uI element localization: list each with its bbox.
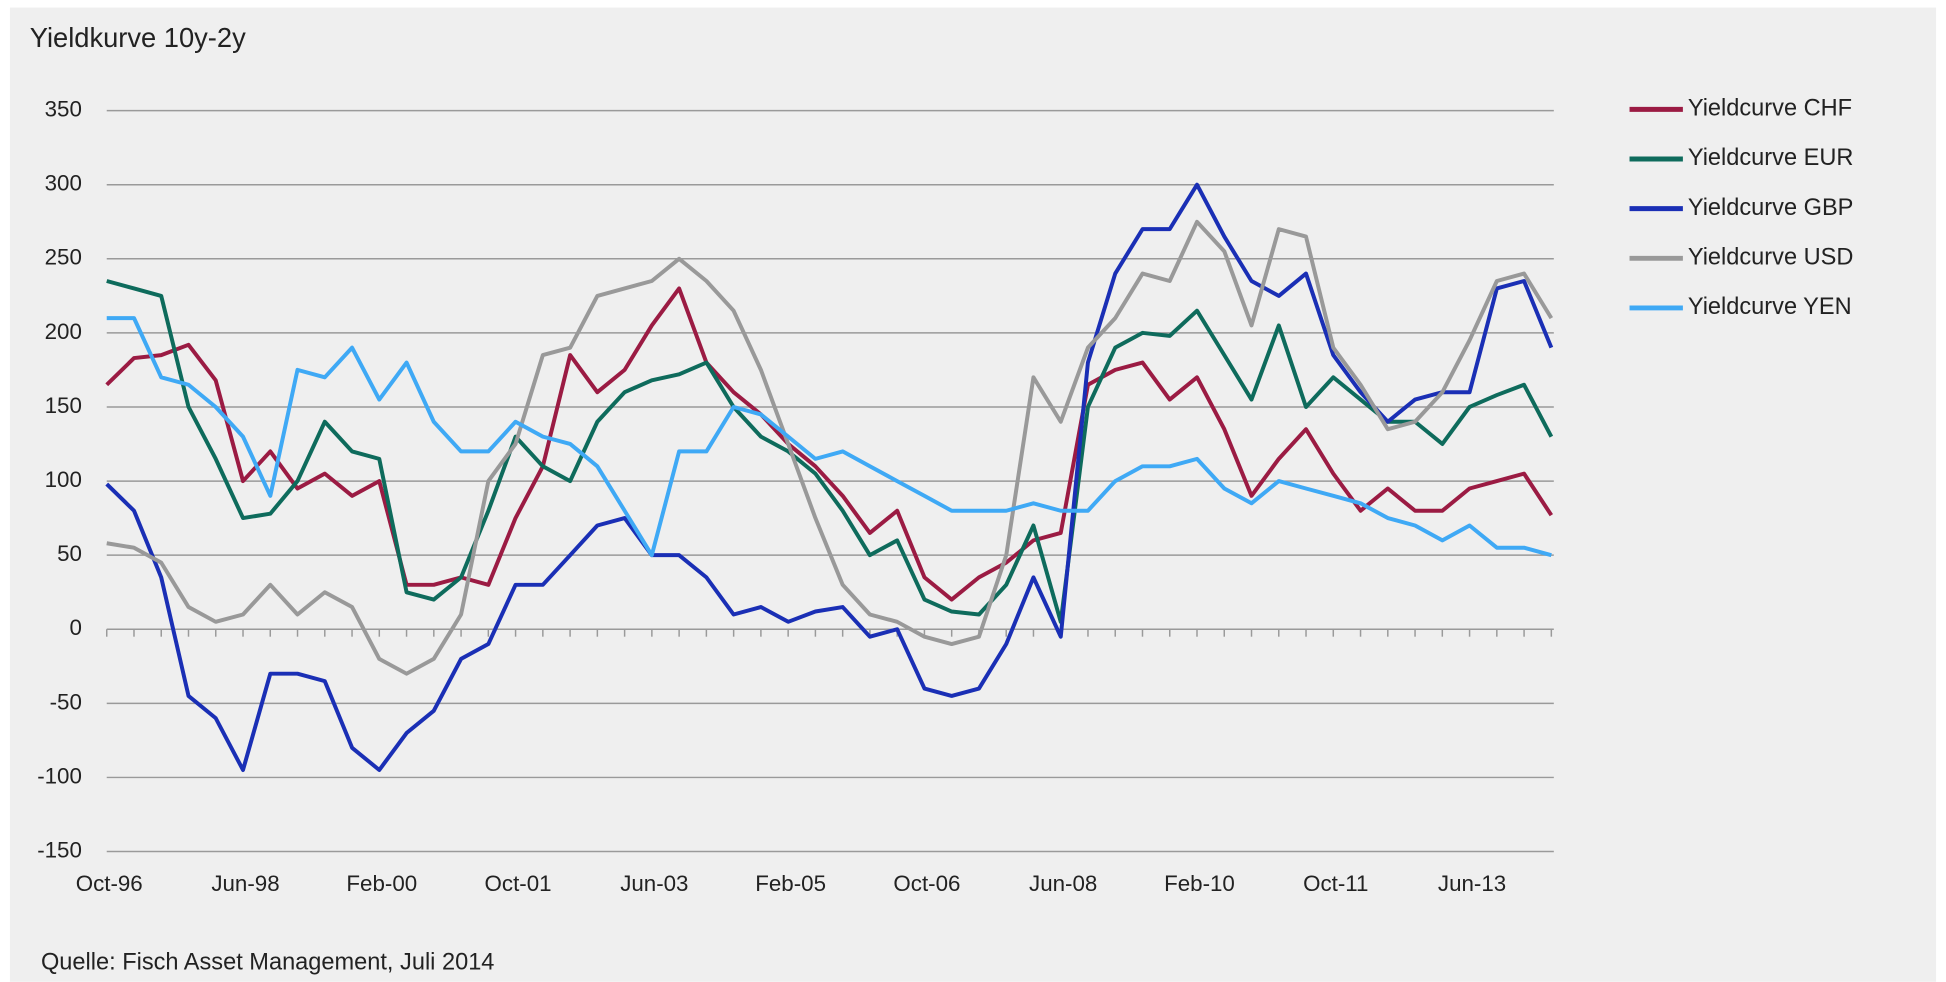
data-line — [105, 286, 1553, 602]
y-tick-label: 300 — [45, 171, 82, 196]
x-tick-label: Oct-11 — [1303, 871, 1368, 896]
legend-label: Yieldcurve CHF — [1688, 95, 1852, 121]
x-tick-label: Feb-00 — [346, 871, 417, 896]
y-tick-label: 50 — [57, 541, 82, 566]
legend-label: Yieldcurve GBP — [1688, 194, 1854, 220]
x-tick-label: Feb-10 — [1164, 871, 1235, 896]
x-tick-label: Oct-96 — [76, 871, 143, 896]
y-tick-label: 250 — [45, 245, 82, 270]
x-tick-label: Jun-03 — [620, 871, 688, 896]
y-tick-label: 150 — [45, 393, 82, 418]
data-line — [106, 316, 1552, 558]
y-tick-label: -50 — [50, 689, 82, 714]
x-tick-label: Jun-08 — [1029, 871, 1097, 896]
legend-label: Yieldcurve YEN — [1688, 293, 1852, 319]
x-tick-label: Jun-98 — [211, 871, 279, 896]
x-tick-label: Oct-06 — [893, 871, 960, 896]
y-tick-label: -150 — [37, 837, 82, 862]
data-line — [106, 219, 1554, 676]
x-tick-label: Feb-05 — [755, 871, 826, 896]
y-tick-label: 200 — [45, 319, 82, 344]
legend-label: Yieldcurve EUR — [1688, 144, 1854, 170]
chart-title: Yieldkurve 10y-2y — [30, 22, 246, 53]
data-line — [105, 182, 1554, 772]
source-note: Quelle: Fisch Asset Management, Juli 201… — [41, 948, 494, 974]
legend-label: Yieldcurve USD — [1688, 244, 1854, 270]
y-tick-label: 100 — [45, 467, 82, 492]
y-tick-label: -100 — [37, 763, 82, 788]
y-tick-label: 0 — [69, 615, 81, 640]
x-tick-label: Jun-13 — [1438, 871, 1506, 896]
chart-background — [9, 7, 1937, 982]
data-line — [106, 279, 1554, 624]
x-tick-label: Oct-01 — [485, 871, 552, 896]
y-tick-label: 350 — [45, 97, 82, 122]
